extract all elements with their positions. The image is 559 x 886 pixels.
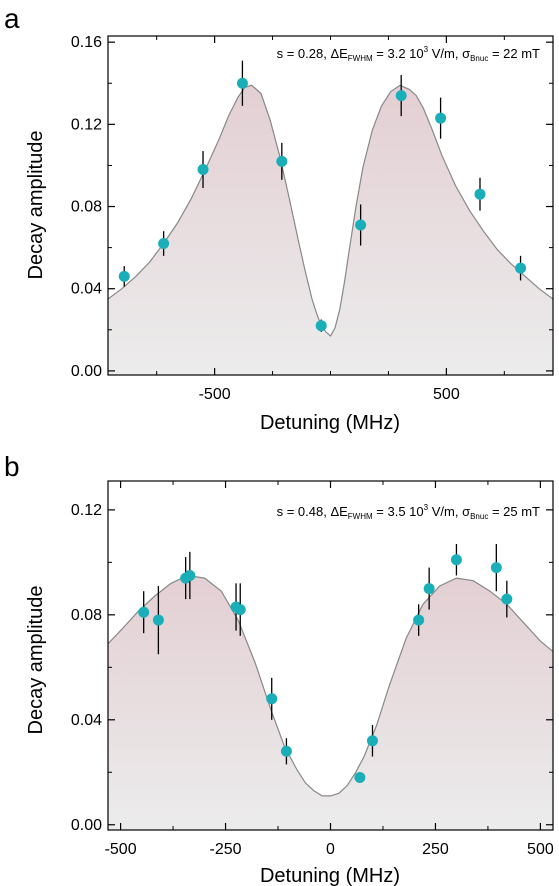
panel-b: b -500 -250 0 250 500 0.00 0.04 0.08 0.12 s = 0.… bbox=[4, 451, 554, 886]
marker bbox=[234, 604, 246, 616]
marker bbox=[354, 772, 366, 784]
marker bbox=[197, 164, 209, 176]
data-points-b bbox=[138, 543, 513, 784]
data-point-a-6 bbox=[315, 319, 327, 332]
x-tick-label: 500 bbox=[527, 841, 554, 858]
marker bbox=[501, 593, 513, 605]
annotation-a: s = 0.28, ΔEFWHM = 3.2 103 V/m, σBnuc = … bbox=[277, 45, 540, 63]
y-tick-label: 0.08 bbox=[71, 199, 102, 216]
x-axis-label-a: Detuning (MHz) bbox=[260, 412, 400, 434]
fit-fill-a bbox=[108, 85, 553, 375]
panel-a: a -500 500 0.00 0.04 0.08 0.12 0.16 s = 0.28, … bbox=[4, 3, 554, 434]
y-tick-label: 0.00 bbox=[71, 363, 102, 380]
data-points-a bbox=[118, 60, 527, 332]
plot-area-b: -500 -250 0 250 500 0.00 0.04 0.08 0.12 bbox=[71, 480, 554, 858]
data-point-a-8 bbox=[395, 75, 407, 117]
data-point-a-9 bbox=[435, 97, 447, 139]
data-point-b-13 bbox=[450, 543, 462, 576]
marker bbox=[184, 569, 196, 581]
data-point-b-10 bbox=[366, 725, 378, 757]
annotation-b: s = 0.48, ΔEFWHM = 3.5 103 V/m, σBnuc = … bbox=[277, 503, 540, 521]
marker bbox=[276, 155, 288, 167]
data-point-a-2 bbox=[158, 231, 170, 256]
data-point-b-9 bbox=[354, 772, 366, 784]
data-point-a-4 bbox=[236, 60, 248, 106]
marker bbox=[435, 112, 447, 124]
y-tick-label: 0.16 bbox=[71, 34, 102, 51]
x-tick-label: 0 bbox=[326, 841, 335, 858]
marker bbox=[118, 270, 130, 282]
marker bbox=[490, 562, 502, 574]
data-point-a-10 bbox=[474, 177, 486, 211]
marker bbox=[280, 745, 292, 757]
y-axis-label-a: Decay amplitude bbox=[25, 131, 47, 280]
y-tick-label: 0.12 bbox=[71, 502, 102, 519]
y-tick-label: 0.12 bbox=[71, 116, 102, 133]
marker bbox=[152, 614, 164, 626]
y-tick-label: 0.04 bbox=[71, 281, 102, 298]
data-point-b-2 bbox=[152, 585, 164, 655]
data-point-a-1 bbox=[118, 266, 130, 287]
marker bbox=[423, 583, 435, 595]
y-tick-label: 0.04 bbox=[71, 712, 102, 729]
x-tick-label: 250 bbox=[422, 841, 449, 858]
data-point-a-11 bbox=[515, 255, 527, 281]
marker bbox=[413, 614, 425, 626]
x-tick-label: -500 bbox=[105, 841, 137, 858]
marker bbox=[395, 90, 407, 102]
data-point-b-8 bbox=[280, 738, 292, 765]
data-point-b-14 bbox=[490, 543, 502, 592]
ticks-b: -500 -250 0 250 500 0.00 0.04 0.08 0.12 bbox=[71, 481, 554, 858]
ticks-a: -500 500 0.00 0.04 0.08 0.12 0.16 bbox=[71, 34, 553, 403]
marker bbox=[315, 320, 327, 332]
marker bbox=[158, 238, 170, 250]
marker bbox=[450, 554, 462, 566]
data-point-a-5 bbox=[276, 142, 288, 180]
y-tick-label: 0.00 bbox=[71, 817, 102, 834]
y-axis-label-b: Decay amplitude bbox=[25, 586, 47, 735]
x-tick-label: 500 bbox=[433, 386, 460, 403]
panel-label-b: b bbox=[4, 451, 20, 482]
marker bbox=[266, 693, 278, 705]
x-tick-label: -500 bbox=[199, 386, 231, 403]
data-point-b-11 bbox=[413, 604, 425, 636]
marker bbox=[515, 262, 527, 274]
plot-area-a: -500 500 0.00 0.04 0.08 0.12 0.16 bbox=[71, 34, 554, 403]
data-point-b-4 bbox=[184, 551, 196, 600]
x-tick-label: -250 bbox=[210, 841, 242, 858]
data-point-b-6 bbox=[234, 583, 246, 636]
data-point-b-7 bbox=[266, 677, 278, 720]
x-axis-label-b: Detuning (MHz) bbox=[260, 865, 400, 886]
marker bbox=[138, 606, 150, 618]
marker bbox=[355, 219, 367, 231]
marker bbox=[236, 77, 248, 89]
data-point-a-7 bbox=[355, 204, 367, 246]
data-point-b-1 bbox=[138, 591, 150, 634]
fit-curve-a bbox=[108, 84, 553, 337]
data-point-b-12 bbox=[423, 567, 435, 610]
y-tick-label: 0.08 bbox=[71, 607, 102, 624]
data-point-a-3 bbox=[197, 151, 209, 189]
data-point-b-15 bbox=[501, 580, 513, 618]
marker bbox=[366, 735, 378, 747]
panel-label-a: a bbox=[4, 3, 20, 34]
fit-fill-b bbox=[108, 575, 553, 830]
marker bbox=[474, 188, 486, 200]
